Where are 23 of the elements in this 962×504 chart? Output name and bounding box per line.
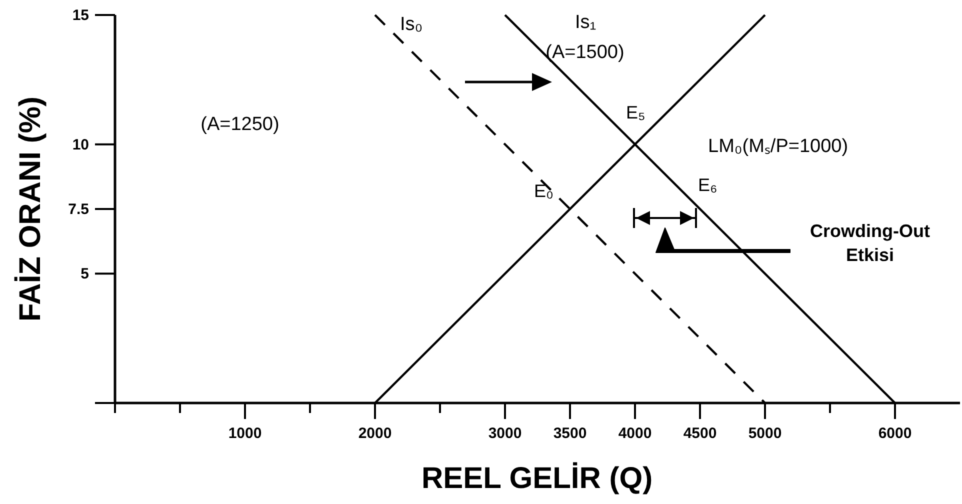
y-tick-label: 5 bbox=[80, 266, 89, 283]
x-tick-label: 3500 bbox=[553, 425, 587, 442]
annotation: E₆ bbox=[698, 175, 718, 195]
annotation: E₅ bbox=[626, 102, 646, 122]
annotation: Crowding-Out Etkisi bbox=[810, 221, 930, 265]
x-axis-title: REEL GELİR (Q) bbox=[421, 462, 653, 495]
text: LM₀(Mₛ/P=1000) bbox=[708, 136, 848, 157]
x-tick-label: 4000 bbox=[618, 425, 652, 442]
y-axis-title: FAİZ ORANI (%) bbox=[14, 96, 47, 322]
annotation: (A=1250) bbox=[200, 114, 280, 135]
y-tick-label: 15 bbox=[72, 7, 89, 24]
x-tick-label: 2000 bbox=[358, 425, 392, 442]
annotation: E₀ bbox=[534, 181, 554, 201]
x-tick-label: 5000 bbox=[748, 425, 782, 442]
x-tick-label: 3000 bbox=[488, 425, 522, 442]
x-tick-label: 4500 bbox=[683, 425, 717, 442]
annotation: (A=1500) bbox=[546, 42, 624, 63]
y-tick-label: 10 bbox=[72, 136, 89, 154]
x-tick-label: 1000 bbox=[228, 425, 262, 442]
x-tick-label: 6000 bbox=[878, 425, 912, 442]
y-tick-label: 7.5 bbox=[68, 201, 89, 218]
series-label: Is₁ bbox=[575, 12, 596, 33]
series-label: Is₀ bbox=[400, 14, 423, 35]
